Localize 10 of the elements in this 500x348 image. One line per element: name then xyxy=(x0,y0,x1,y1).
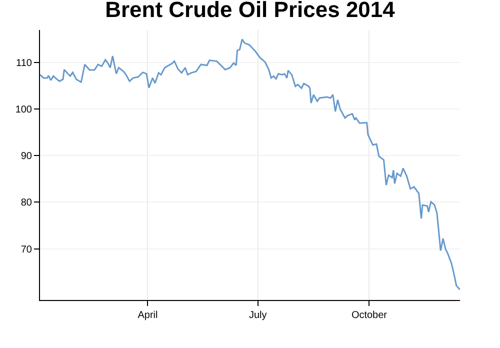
x-tick-label: July xyxy=(248,310,267,321)
line-series xyxy=(40,38,460,291)
y-tick-label: 110 xyxy=(16,58,32,70)
y-tick-label: 70 xyxy=(20,244,32,256)
y-tick-label: 90 xyxy=(20,151,32,162)
chart-title: Brent Crude Oil Prices 2014 xyxy=(105,0,396,22)
x-tick-label: April xyxy=(138,310,158,321)
y-tick-label: 80 xyxy=(20,198,32,209)
y-tick-label: 100 xyxy=(15,104,32,116)
x-tick-label: October xyxy=(351,310,388,321)
